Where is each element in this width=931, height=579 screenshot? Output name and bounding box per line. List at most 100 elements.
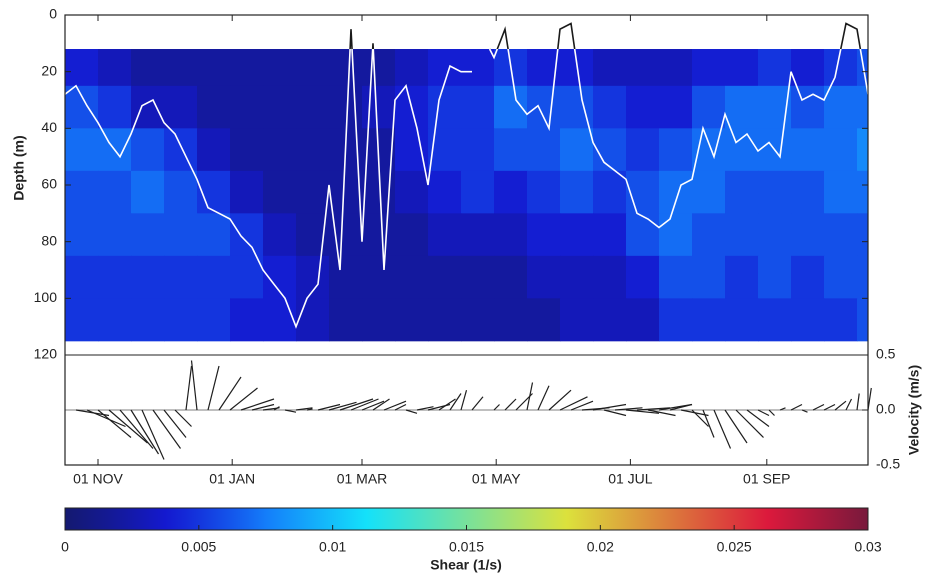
heatmap-cell: [230, 213, 264, 257]
heatmap-cell: [329, 298, 363, 342]
heatmap-cell: [98, 213, 132, 257]
heatmap-cell: [659, 85, 693, 129]
velocity-stick: [834, 400, 847, 411]
velocity-stick: [295, 407, 313, 411]
heatmap-cell: [197, 255, 231, 299]
heatmap-cell: [329, 85, 363, 129]
heatmap-cell: [560, 128, 594, 172]
heatmap-cell: [659, 170, 693, 214]
heatmap-cell: [824, 213, 858, 257]
velocity-stick: [669, 403, 693, 411]
velocity-stick: [306, 408, 313, 411]
heatmap-cell: [131, 49, 165, 87]
heatmap-cell: [725, 255, 759, 299]
heatmap-cell: [758, 170, 792, 214]
velocity-stick: [790, 403, 803, 411]
y-tick-label: 0: [49, 6, 57, 22]
heatmap-cell: [131, 213, 165, 257]
heatmap-cell: [263, 49, 297, 87]
velocity-stick: [691, 409, 709, 427]
heatmap-cell: [362, 85, 396, 129]
heatmap-cell: [857, 128, 869, 172]
heatmap-cell: [791, 85, 825, 129]
heatmap-cell: [593, 213, 627, 257]
velocity-stick: [735, 409, 764, 438]
velocity-stick: [614, 407, 643, 411]
x-tick-label: 01 JAN: [209, 471, 255, 487]
velocity-stick: [317, 403, 341, 411]
heatmap-cell: [329, 170, 363, 214]
heatmap-cell: [329, 255, 363, 299]
heatmap-cell: [626, 213, 660, 257]
heatmap-cell: [362, 255, 396, 299]
y-tick-label: 120: [34, 346, 58, 362]
colorbar-tick-label: 0.005: [181, 539, 216, 555]
heatmap-cell: [230, 85, 264, 129]
heatmap-cell: [461, 170, 495, 214]
heatmap-cell: [824, 85, 858, 129]
heatmap-cell: [296, 128, 330, 172]
heatmap-cell: [593, 298, 627, 342]
velocity-stick: [845, 398, 853, 411]
velocity-stick: [251, 403, 275, 411]
heatmap-cell: [395, 213, 429, 257]
velocity-stick: [350, 398, 379, 411]
heatmap-cell: [626, 255, 660, 299]
heatmap-cell: [362, 49, 396, 87]
heatmap-cell: [461, 49, 495, 87]
colorbar-tick-label: 0: [61, 539, 69, 555]
heatmap-cell: [65, 170, 99, 214]
velocity-stick: [141, 409, 165, 460]
velocity-stick: [592, 403, 627, 411]
heatmap-cell: [593, 255, 627, 299]
velocity-stick: [493, 404, 500, 411]
heatmap-cell: [395, 298, 429, 342]
mixed-layer-line: [65, 49, 868, 329]
heatmap-cell: [329, 213, 363, 257]
velocity-stick: [779, 407, 786, 411]
heatmap-cell: [197, 298, 231, 342]
heatmap-cell: [131, 128, 165, 172]
heatmap-cell: [659, 213, 693, 257]
velocity-stick: [86, 409, 126, 428]
velocity-stick: [394, 403, 407, 411]
heatmap-cell: [659, 255, 693, 299]
heatmap-cell: [395, 170, 429, 214]
heatmap-cell: [593, 85, 627, 129]
velocity-stick: [625, 409, 660, 414]
heatmap-cell: [230, 170, 264, 214]
y-tick-label: 100: [34, 289, 58, 305]
heatmap-cell: [197, 85, 231, 129]
x-tick-label: 01 NOV: [73, 471, 123, 487]
y2-axis-title: Velocity (m/s): [906, 365, 922, 455]
heatmap-cell: [857, 298, 869, 342]
y-tick-label: 40: [41, 119, 57, 135]
heatmap-cell: [164, 49, 198, 87]
velocity-stick: [823, 403, 836, 411]
heatmap-cell: [230, 49, 264, 87]
heatmap-cell: [428, 255, 462, 299]
heatmap-cell: [65, 128, 99, 172]
heatmap-cell: [296, 49, 330, 87]
heatmap-cell: [626, 49, 660, 87]
heatmap-cell: [65, 255, 99, 299]
colorbar-tick-label: 0.015: [449, 539, 484, 555]
heatmap-cell: [560, 170, 594, 214]
velocity-stick: [284, 409, 297, 413]
heatmap-cell: [197, 213, 231, 257]
heatmap-cell: [65, 49, 99, 87]
x-tick-label: 01 MAY: [472, 471, 521, 487]
heatmap-cell: [791, 213, 825, 257]
heatmap-cell: [164, 85, 198, 129]
velocity-stick: [559, 396, 588, 411]
heatmap-cell: [527, 255, 561, 299]
heatmap-cell: [824, 170, 858, 214]
velocity-stick: [460, 390, 468, 411]
velocity-stick: [537, 385, 550, 411]
heatmap-cell: [395, 49, 429, 87]
velocity-stick: [449, 393, 462, 411]
y2-tick-label: -0.5: [876, 456, 900, 472]
heatmap-cell: [65, 85, 99, 129]
heatmap-cell: [428, 213, 462, 257]
heatmap-cell: [725, 85, 759, 129]
